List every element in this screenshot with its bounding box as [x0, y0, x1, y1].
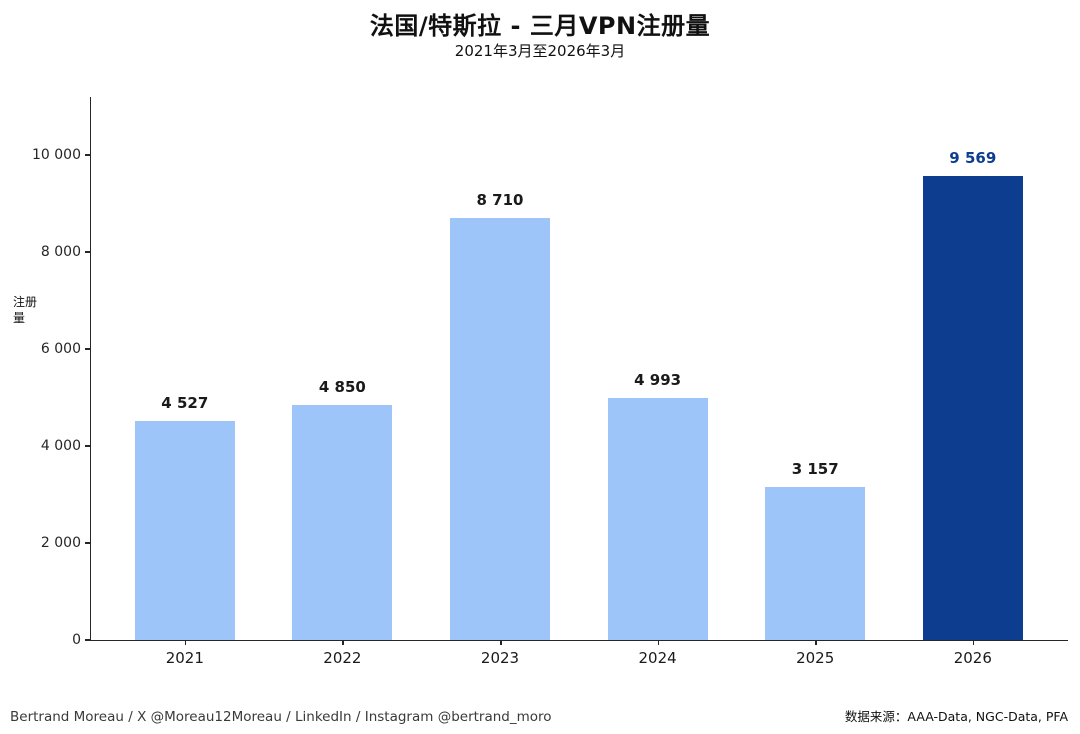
footer-credits: Bertrand Moreau / X @Moreau12Moreau / Li…	[10, 709, 552, 725]
y-tick-label: 8 000	[40, 244, 81, 261]
chart-subtitle: 2021年3月至2026年3月	[454, 42, 626, 60]
x-tick-label: 2025	[796, 649, 835, 667]
x-tick-label: 2023	[480, 649, 520, 667]
bar-value-label: 8 710	[476, 190, 524, 209]
x-tick-mark	[184, 640, 187, 645]
x-tick-mark	[815, 640, 817, 645]
x-tick-mark	[500, 640, 502, 645]
y-tick-mark	[85, 542, 91, 544]
y-tick-label: 0	[72, 632, 81, 648]
x-tick-label: 2024	[638, 649, 677, 667]
y-tick-label: 6 000	[40, 341, 81, 358]
y-tick-mark	[85, 639, 91, 641]
x-tick-label: 2026	[953, 649, 992, 667]
y-tick-mark	[85, 251, 91, 253]
bar-value-label: 3 157	[791, 459, 839, 478]
x-tick-label: 2021	[165, 649, 204, 667]
bar-2023	[450, 217, 550, 640]
y-tick-label: 4 000	[40, 438, 81, 455]
bar-2026	[922, 176, 1023, 640]
y-tick-mark	[85, 154, 91, 156]
y-axis-label: 注册量	[13, 295, 38, 325]
bar-2022	[292, 404, 393, 640]
y-tick-mark	[85, 348, 91, 350]
footer-source: 数据来源：AAA-Data, NGC-Data, PFA	[845, 706, 1068, 725]
x-tick-mark	[342, 640, 344, 645]
chart-title: 法国/特斯拉 - 三月VPN注册量	[369, 12, 711, 40]
plot-area: 4 527 2021 4 850 2022 8 710 2023 4 993 2024 3 15…	[32, 97, 1068, 667]
bar-value-label: 4 527	[161, 393, 209, 412]
x-tick-label: 2022	[323, 649, 362, 667]
y-tick-mark	[85, 445, 91, 447]
bar-2025	[765, 486, 866, 640]
bar-2021	[134, 420, 235, 640]
x-tick-mark	[972, 640, 975, 645]
x-tick-mark	[657, 640, 660, 645]
footer-source-value: AAA-Data, NGC-Data, PFA	[907, 709, 1068, 724]
footer-source-label: 数据来源：	[844, 709, 908, 724]
bar-value-label: 4 850	[318, 377, 366, 396]
bar-2024	[607, 397, 708, 640]
bar-value-label: 4 993	[634, 370, 682, 389]
y-tick-label: 2 000	[40, 535, 81, 552]
bar-value-label: 9 569	[949, 149, 997, 168]
y-tick-label: 10 000	[32, 147, 81, 164]
